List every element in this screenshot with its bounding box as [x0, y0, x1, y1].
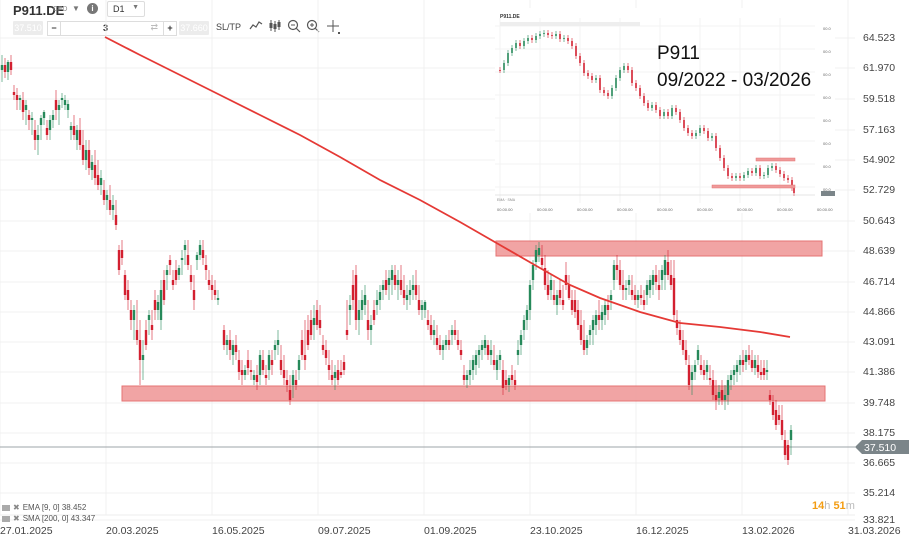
- svg-text:00.0: 00.0: [823, 72, 832, 77]
- crosshair-icon[interactable]: [326, 19, 342, 38]
- svg-text:00.0: 00.0: [823, 187, 832, 192]
- timer-minutes: 51: [833, 500, 846, 512]
- date-tick-label: 31.03.2026: [848, 525, 901, 537]
- sell-price-button[interactable]: 37.510: [13, 21, 43, 35]
- svg-text:00.00.00: 00.00.00: [497, 207, 513, 212]
- timeframe-value: D1: [113, 4, 125, 14]
- buy-price-button[interactable]: 37.660: [179, 21, 209, 35]
- price-tick-label: 44.866: [863, 306, 896, 318]
- price-tick-label: 33.821: [863, 514, 896, 526]
- sltp-button[interactable]: SL/TP: [216, 22, 242, 32]
- price-tick-label: 35.214: [863, 487, 896, 499]
- svg-text:00.00.00: 00.00.00: [617, 207, 633, 212]
- date-tick-label: 01.09.2025: [424, 525, 477, 537]
- svg-text:P911.DE: P911.DE: [500, 14, 520, 20]
- svg-text:EMA · SMA: EMA · SMA: [497, 198, 516, 202]
- date-tick-label: 23.10.2025: [530, 525, 583, 537]
- svg-text:00.00.00: 00.00.00: [737, 207, 753, 212]
- symbol-label[interactable]: P911.DE: [13, 3, 65, 18]
- price-tick-label: 38.175: [863, 427, 896, 439]
- current-price-value: 37.510: [864, 442, 896, 454]
- svg-text:00.0: 00.0: [823, 26, 832, 31]
- ema-legend[interactable]: ✖ EMA [9, 0] 38.452: [2, 503, 86, 512]
- zoom-out-icon[interactable]: [287, 19, 301, 36]
- inset-title: P911 09/2022 - 03/2026: [657, 40, 811, 94]
- price-tick-label: 39.748: [863, 397, 896, 409]
- svg-text:00.00.00: 00.00.00: [657, 207, 673, 212]
- svg-text:00.0: 00.0: [823, 164, 832, 169]
- info-icon[interactable]: i: [87, 3, 98, 14]
- current-price-marker: 37.510: [855, 440, 909, 454]
- inset-title-symbol: P911: [657, 43, 700, 64]
- svg-text:00.00.00: 00.00.00: [537, 207, 553, 212]
- sma-legend-label: SMA [200, 0] 43.347: [22, 514, 96, 523]
- swap-icon[interactable]: ⇄: [150, 22, 158, 32]
- candlestick-icon[interactable]: [268, 19, 282, 36]
- indicator-settings-icon[interactable]: [2, 504, 10, 511]
- svg-text:00.0: 00.0: [823, 141, 832, 146]
- timer-minutes-unit: m: [845, 500, 855, 512]
- svg-text:00.00.00: 00.00.00: [697, 207, 713, 212]
- svg-text:00.0: 00.0: [823, 95, 832, 100]
- price-tick-label: 50.643: [863, 215, 896, 227]
- inset-title-range: 09/2022 - 03/2026: [657, 70, 812, 91]
- increase-button[interactable]: +: [163, 22, 176, 35]
- remove-indicator-icon[interactable]: ✖: [13, 514, 20, 523]
- date-tick-label: 20.03.2025: [106, 525, 159, 537]
- chevron-down-icon: ▼: [132, 4, 139, 11]
- svg-text:00.0: 00.0: [823, 118, 832, 123]
- remove-indicator-icon[interactable]: ✖: [13, 503, 20, 512]
- timer-hours-unit: h: [824, 500, 831, 512]
- svg-text:00.00.00: 00.00.00: [777, 207, 793, 212]
- indicator-settings-icon[interactable]: [2, 515, 10, 522]
- price-tick-label: 64.523: [863, 32, 896, 44]
- price-tick-label: 57.163: [863, 124, 896, 136]
- candle-countdown-timer: 14h 51m: [812, 500, 855, 512]
- price-tick-label: 41.386: [863, 366, 896, 378]
- date-tick-label: 13.02.2026: [742, 525, 795, 537]
- decrease-button[interactable]: −: [48, 22, 61, 35]
- instrument-type-badge: CFD: [53, 6, 68, 13]
- timer-hours: 14: [812, 500, 825, 512]
- line-chart-icon[interactable]: [249, 19, 263, 34]
- svg-text:00.0: 00.0: [823, 49, 832, 54]
- timeframe-select[interactable]: D1 ▼: [107, 1, 145, 17]
- date-tick-label: 27.01.2025: [0, 525, 53, 537]
- price-tick-label: 36.665: [863, 457, 896, 469]
- inset-long-term-chart: P911.DE 00.0 00.0 00.0 00.0 00.0 00.0 00.0 00.0 0…: [495, 8, 835, 213]
- toolbar: P911.DE CFD ▼ i D1 ▼ 37.510 − 3 ⇄ + 37.6…: [0, 0, 909, 40]
- price-tick-label: 59.518: [863, 93, 896, 105]
- symbol-dropdown-chevron-icon[interactable]: ▼: [72, 4, 80, 13]
- svg-text:00.00.00: 00.00.00: [577, 207, 593, 212]
- date-tick-label: 16.05.2025: [212, 525, 265, 537]
- price-tick-label: 54.902: [863, 154, 896, 166]
- price-tick-label: 43.091: [863, 336, 896, 348]
- price-tick-label: 46.714: [863, 276, 896, 288]
- date-tick-label: 09.07.2025: [318, 525, 371, 537]
- ema-legend-label: EMA [9, 0] 38.452: [22, 503, 87, 512]
- sma-legend[interactable]: ✖ SMA [200, 0] 43.347: [2, 514, 95, 523]
- price-tick-label: 52.729: [863, 184, 896, 196]
- price-tick-label: 61.970: [863, 62, 896, 74]
- price-tick-label: 48.639: [863, 245, 896, 257]
- date-tick-label: 16.12.2025: [636, 525, 689, 537]
- svg-text:00.00.00: 00.00.00: [817, 207, 833, 212]
